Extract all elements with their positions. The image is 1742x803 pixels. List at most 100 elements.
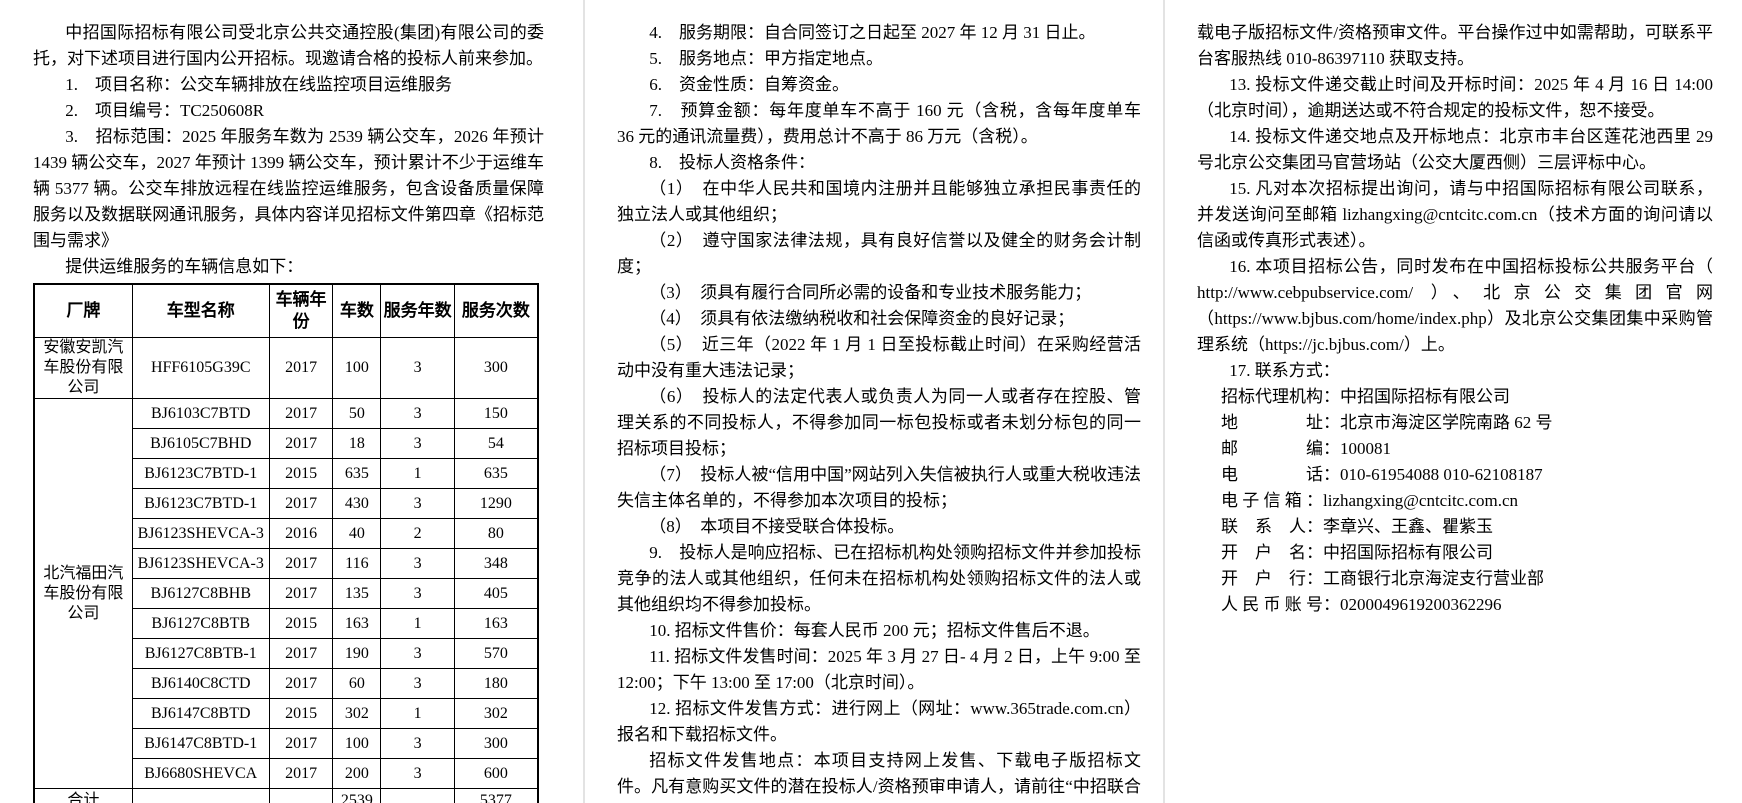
- cell-count: 200: [332, 758, 382, 789]
- cell-count: 60: [332, 668, 382, 699]
- contact-bank: 开 户 行：工商银行北京海淀支行营业部: [1221, 569, 1544, 588]
- para-submission-place: 14. 投标文件递交地点及开标地点：北京市丰台区莲花池西里 29 号北京公交集团…: [1197, 127, 1713, 172]
- para-publication: 16. 本项目招标公告，同时发布在中国招标投标公共服务平台（ http://ww…: [1197, 257, 1713, 354]
- cell-model: BJ6140C8CTD: [131, 668, 270, 699]
- cell-service-times: 300: [453, 337, 539, 399]
- cell-count: 635: [332, 458, 382, 489]
- cell-service-times: 635: [453, 458, 539, 489]
- contact-email: 电 子 信 箱 ：lizhangxing@cntcitc.com.cn: [1221, 491, 1519, 510]
- header-service-years: 服务年数: [380, 283, 455, 338]
- para-contact-heading: 17. 联系方式：: [1229, 361, 1340, 380]
- header-vehicle-year: 车辆年份: [268, 283, 334, 338]
- cell-service-years: 3: [380, 758, 455, 789]
- cell-count: 100: [332, 728, 382, 759]
- table-row: 安徽安凯汽车股份有限公司 HFF6105G39C 2017 100 3 300: [33, 337, 539, 399]
- table-row: BJ6123C7BTD-1 2017 430 3 1290: [34, 488, 539, 519]
- cell-service-years: 1: [380, 458, 455, 489]
- cell-model: BJ6127C8BHB: [131, 578, 270, 609]
- contact-account-name: 开 户 名：中招国际招标有限公司: [1221, 543, 1493, 562]
- column-right: 载电子版招标文件/资格预审文件。平台操作过中如需帮助，可联系平台客服热线 010…: [1197, 20, 1713, 618]
- para-fund-nature: 6. 资金性质：自筹资金。: [649, 75, 850, 94]
- cell-service-years: 3: [380, 548, 455, 579]
- header-model: 车型名称: [131, 283, 270, 338]
- cell-model: BJ6147C8BTD-1: [131, 728, 270, 759]
- contact-agency: 招标代理机构：中招国际招标有限公司: [1221, 387, 1510, 406]
- cell-count: 430: [332, 488, 382, 519]
- para-table-intro: 提供运维服务的车辆信息如下：: [65, 257, 304, 276]
- para-qualification-1: （1） 在中华人民共和国境内注册并且能够独立承担民事责任的独立法人或其他组织；: [617, 179, 1141, 224]
- cell-service-years: 1: [380, 698, 455, 729]
- cell-service-times: 180: [453, 668, 539, 699]
- table-row: BJ6127C8BTB 2015 163 1 163: [34, 608, 539, 639]
- cell-service-years: 3: [380, 488, 455, 519]
- cell-service-years: 3: [380, 638, 455, 669]
- para-sale-method: 12. 招标文件发售方式：进行网上（网址：www.365trade.com.cn…: [617, 699, 1141, 744]
- column-middle: 4. 服务期限：自合同签订之日起至 2027 年 12 月 31 日止。 5. …: [617, 20, 1141, 803]
- cell-model: BJ6103C7BTD: [131, 398, 270, 429]
- para-qualification-7: （7） 投标人被“信用中国”网站列入失信被执行人或重大税收违法失信主体名单的，不…: [617, 465, 1141, 510]
- cell-count: 18: [332, 428, 382, 459]
- para-qualification-3: （3） 须具有履行合同所必需的设备和专业技术服务能力；: [649, 283, 1092, 302]
- table-row: BJ6123SHEVCA-3 2016 40 2 80: [34, 518, 539, 549]
- vehicle-table-header: 厂牌 车型名称 车辆年份 车数 服务年数 服务次数: [33, 283, 539, 338]
- cell-model: BJ6147C8BTD: [131, 698, 270, 729]
- para-project-name: 1. 项目名称：公交车辆排放在线监控项目运维服务: [65, 75, 453, 94]
- cell-year: 2016: [268, 518, 334, 549]
- table-row: BJ6140C8CTD 2017 60 3 180: [34, 668, 539, 699]
- cell-count: 135: [332, 578, 382, 609]
- cell-year: 2017: [268, 488, 334, 519]
- table-header-row: 厂牌 车型名称 车辆年份 车数 服务年数 服务次数: [33, 283, 539, 338]
- column-divider-left: [583, 0, 585, 803]
- table-row: BJ6147C8BTD 2015 302 1 302: [34, 698, 539, 729]
- table-row: BJ6127C8BTB-1 2017 190 3 570: [34, 638, 539, 669]
- cell-total-count: 2539: [332, 788, 382, 803]
- para-project-number: 2. 项目编号：TC250608R: [65, 101, 265, 120]
- cell-model: BJ6123SHEVCA-3: [131, 548, 270, 579]
- cell-service-years: 3: [380, 398, 455, 429]
- para-qualification-6: （6） 投标人的法定代表人或负责人为同一人或者存在控股、管理关系的不同投标人，不…: [617, 387, 1141, 458]
- cell-service-times: 163: [453, 608, 539, 639]
- header-vehicle-count: 车数: [332, 283, 382, 338]
- cell-count: 116: [332, 548, 382, 579]
- cell-year: 2015: [268, 698, 334, 729]
- cell-service-times: 302: [453, 698, 539, 729]
- para-qualification-5: （5） 近三年（2022 年 1 月 1 日至投标截止时间）在采购经营活动中没有…: [617, 335, 1141, 380]
- cell-empty: [131, 788, 270, 803]
- table-row: BJ6123SHEVCA-3 2017 116 3 348: [34, 548, 539, 579]
- cell-year: 2017: [268, 758, 334, 789]
- cell-count: 190: [332, 638, 382, 669]
- cell-total-label: 合计: [33, 788, 133, 803]
- cell-model: BJ6123C7BTD-1: [131, 458, 270, 489]
- cell-year: 2015: [268, 458, 334, 489]
- table-row: BJ6127C8BHB 2017 135 3 405: [34, 578, 539, 609]
- contact-postcode: 邮 编：100081: [1221, 439, 1391, 458]
- intro-paragraph: 中招国际招标有限公司受北京公共交通控股(集团)有限公司的委托，对下述项目进行国内…: [33, 23, 544, 68]
- cell-count: 302: [332, 698, 382, 729]
- cell-year: 2017: [268, 638, 334, 669]
- contact-persons: 联 系 人：李章兴、王鑫、瞿紫玉: [1221, 517, 1493, 536]
- cell-year: 2017: [268, 398, 334, 429]
- cell-service-times: 300: [453, 728, 539, 759]
- cell-service-times: 54: [453, 428, 539, 459]
- cell-manufacturer: 北汽福田汽车股份有限公司: [33, 398, 133, 789]
- cell-service-years: 3: [380, 428, 455, 459]
- para-qualification-8: （8） 本项目不接受联合体投标。: [649, 517, 905, 536]
- cell-empty: [380, 788, 455, 803]
- cell-year: 2017: [268, 548, 334, 579]
- vehicle-table: 厂牌 车型名称 车辆年份 车数 服务年数 服务次数 安徽安凯汽车股份有限公司 H…: [33, 283, 539, 803]
- cell-year: 2017: [268, 428, 334, 459]
- table-row: BJ6105C7BHD 2017 18 3 54: [34, 428, 539, 459]
- cell-model: BJ6123C7BTD-1: [131, 488, 270, 519]
- contact-address: 地 址：北京市海淀区学院南路 62 号: [1221, 413, 1553, 432]
- cell-model: BJ6127C8BTB-1: [131, 638, 270, 669]
- table-row: BJ6680SHEVCA 2017 200 3 600: [34, 758, 539, 789]
- para-qualification-4: （4） 须具有依法缴纳税收和社会保障资金的良好记录；: [649, 309, 1075, 328]
- cell-year: 2017: [268, 337, 334, 399]
- cell-service-years: 3: [380, 668, 455, 699]
- para-sale-place: 招标文件发售地点：本项目支持网上发售、下载电子版招标文件。凡有意购买文件的潜在投…: [617, 751, 1141, 796]
- para-bidder-definition: 9. 投标人是响应招标、已在招标机构处领购招标文件并参加投标竞争的法人或其他组织…: [617, 543, 1141, 614]
- cell-service-years: 3: [380, 728, 455, 759]
- header-manufacturer: 厂牌: [33, 283, 133, 338]
- cell-total-services: 5377: [453, 788, 539, 803]
